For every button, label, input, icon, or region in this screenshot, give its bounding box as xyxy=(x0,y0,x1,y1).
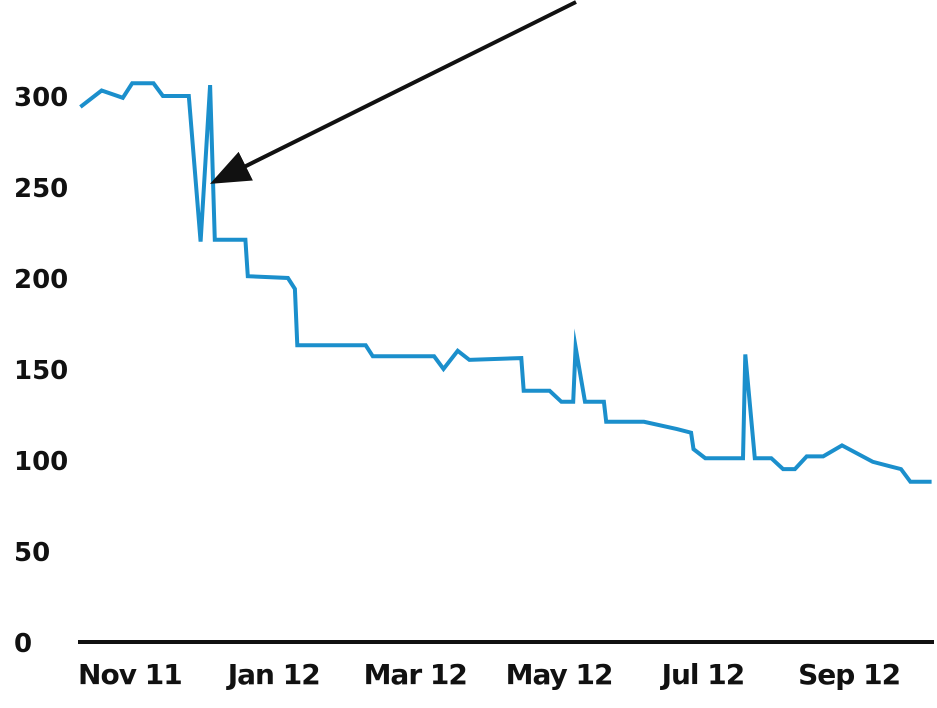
annotation-arrow xyxy=(209,0,577,184)
x-tick-label: Sep 12 xyxy=(798,658,900,691)
x-tick-label: May 12 xyxy=(506,658,613,691)
x-tick-label: Jan 12 xyxy=(226,658,320,691)
y-tick-label: 150 xyxy=(14,356,68,386)
y-tick-label: 300 xyxy=(14,83,68,113)
y-tick-label: 0 xyxy=(14,629,32,659)
y-tick-label: 100 xyxy=(14,447,68,477)
x-axis-tick-labels: Nov 11 Jan 12 Mar 12 May 12 Jul 12 Sep 12 xyxy=(78,658,901,691)
y-axis-tick-labels: 0 50 100 150 200 250 300 xyxy=(14,83,68,659)
series-layer xyxy=(79,81,932,484)
y-tick-label: 200 xyxy=(14,265,68,295)
x-tick-label: Jul 12 xyxy=(660,658,745,691)
y-tick-label: 50 xyxy=(14,538,50,568)
series-line xyxy=(79,81,932,484)
x-tick-label: Mar 12 xyxy=(364,658,467,691)
y-tick-label: 250 xyxy=(14,174,68,204)
x-tick-label: Nov 11 xyxy=(78,658,182,691)
